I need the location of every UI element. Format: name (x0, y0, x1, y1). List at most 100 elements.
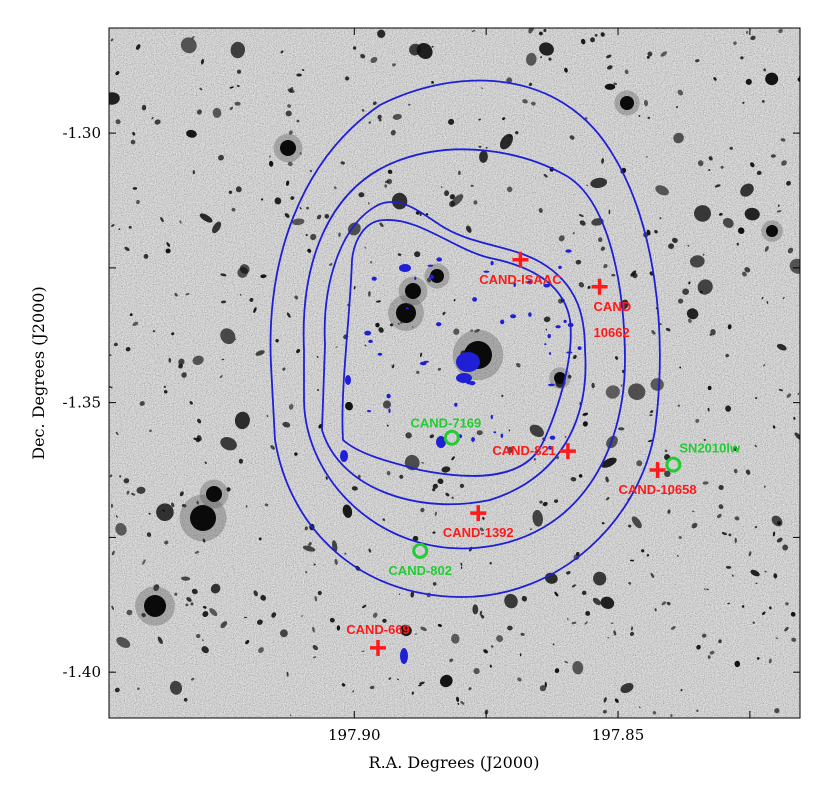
contour-islet (526, 280, 533, 285)
galaxy (679, 366, 682, 369)
galaxy (732, 574, 734, 577)
galaxy (649, 414, 653, 417)
galaxy (364, 246, 367, 249)
galaxy (750, 162, 755, 168)
galaxy (521, 595, 528, 602)
galaxy (507, 625, 513, 631)
galaxy (420, 626, 427, 632)
galaxy (571, 584, 576, 588)
galaxy (707, 407, 710, 412)
galaxy (132, 187, 138, 190)
galaxy (109, 92, 120, 105)
galaxy (282, 367, 286, 371)
galaxy (271, 612, 277, 618)
contour-islet (500, 433, 504, 438)
galaxy (630, 631, 634, 636)
contour-peak (436, 436, 446, 448)
bright-galaxy (554, 372, 566, 384)
plot-frame (108, 27, 801, 719)
galaxy (335, 346, 338, 348)
contour-islet (483, 270, 490, 273)
galaxy (729, 146, 733, 150)
galaxy (552, 643, 555, 646)
galaxy (755, 582, 758, 584)
contour-islet (548, 445, 553, 450)
galaxy (578, 474, 583, 478)
galaxy (390, 129, 396, 136)
galaxy (220, 328, 236, 345)
galaxy (156, 503, 174, 522)
galaxy (405, 432, 412, 439)
galaxy (571, 621, 577, 625)
x-axis-ticks: 197.90 197.85 (328, 28, 751, 744)
galaxy (604, 83, 616, 90)
galaxy (234, 338, 237, 340)
galaxy (470, 329, 474, 332)
galaxy (141, 104, 147, 111)
galaxy (504, 593, 518, 609)
mass-contours (269, 79, 661, 664)
galaxy (597, 237, 603, 243)
galaxy (261, 198, 264, 201)
galaxy (372, 101, 377, 106)
galaxy (353, 286, 356, 290)
galaxy (345, 401, 353, 411)
contour-islet (490, 414, 493, 420)
galaxy (522, 99, 528, 104)
galaxy (148, 512, 151, 515)
x-tick-label: 197.90 (328, 726, 381, 744)
galaxy (755, 397, 758, 399)
galaxy (526, 52, 537, 66)
galaxy (178, 358, 185, 366)
galaxy (590, 177, 608, 189)
galaxy (530, 101, 536, 106)
galaxy (411, 691, 414, 695)
marker-label: CAND-10658 (619, 482, 697, 497)
galaxy (773, 573, 778, 579)
galaxy (115, 515, 118, 518)
galaxy (111, 224, 115, 227)
contour-islet (577, 346, 582, 350)
galaxy (368, 548, 372, 553)
galaxy (449, 200, 456, 208)
galaxy (164, 540, 169, 545)
galaxy (718, 485, 724, 490)
galaxy (130, 139, 136, 145)
galaxy (578, 214, 584, 217)
galaxy (654, 608, 657, 612)
galaxy (756, 170, 762, 176)
galaxy (391, 365, 393, 368)
galaxy (408, 103, 411, 106)
galaxy (718, 639, 722, 644)
galaxy (299, 152, 302, 155)
galaxy (245, 639, 250, 645)
galaxy (115, 431, 119, 435)
galaxy (282, 421, 291, 428)
contour-islet (371, 276, 377, 281)
galaxy (564, 67, 568, 73)
galaxy (174, 592, 178, 596)
galaxy (389, 323, 394, 327)
galaxy (694, 205, 711, 222)
galaxy (111, 605, 115, 610)
galaxy (516, 362, 521, 368)
galaxy (296, 119, 300, 123)
galaxy (631, 516, 642, 529)
galaxy (179, 220, 182, 224)
galaxy (226, 487, 231, 492)
galaxy (459, 483, 465, 489)
galaxy (744, 267, 751, 273)
contour-islet (454, 402, 458, 407)
galaxy (285, 110, 292, 117)
galaxy (451, 496, 454, 499)
galaxy (168, 358, 172, 363)
galaxy (109, 354, 112, 357)
galaxy (613, 630, 617, 636)
galaxy (352, 46, 357, 50)
galaxy (605, 496, 610, 501)
galaxy (727, 324, 732, 330)
galaxy (543, 28, 547, 33)
contour-islet (468, 381, 476, 386)
galaxy (119, 475, 122, 478)
galaxy (533, 458, 536, 461)
